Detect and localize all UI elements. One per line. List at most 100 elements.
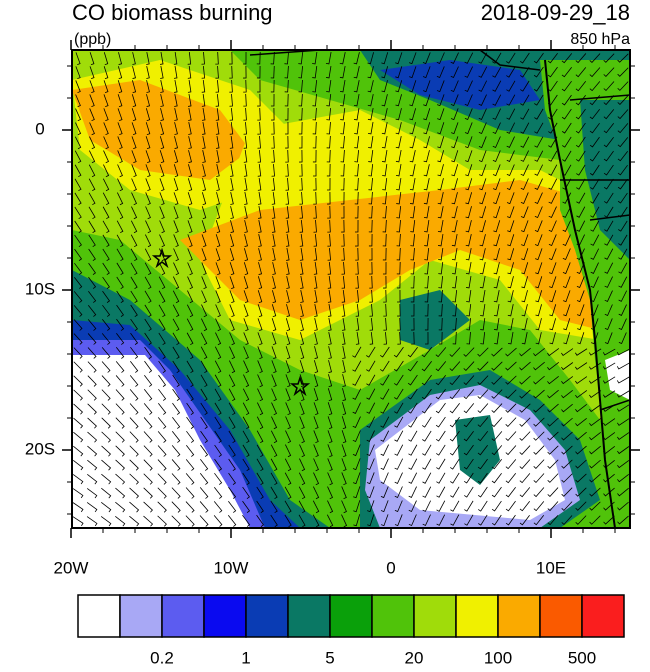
wind-barb bbox=[354, 108, 360, 121]
wind-barb bbox=[521, 248, 529, 261]
wind-barb bbox=[341, 233, 345, 247]
wind-barb bbox=[491, 375, 503, 385]
wind-barb bbox=[576, 192, 586, 204]
wind-barb bbox=[561, 515, 573, 526]
wind-barb bbox=[492, 108, 501, 120]
wind-barb bbox=[159, 178, 165, 192]
wind-barb bbox=[298, 107, 303, 121]
wind-barb bbox=[519, 347, 531, 357]
wind-barb bbox=[464, 486, 474, 498]
wind-barb bbox=[466, 290, 472, 303]
wind-barb bbox=[355, 275, 359, 289]
wind-barb bbox=[74, 206, 82, 220]
wind-barb bbox=[116, 332, 125, 345]
wind-barb bbox=[285, 374, 291, 388]
wind-barb bbox=[313, 360, 319, 373]
wind-barb bbox=[158, 388, 167, 401]
wind-barb bbox=[228, 472, 237, 485]
wind-barb bbox=[589, 67, 601, 78]
wind-barb bbox=[479, 248, 486, 261]
wind-barb bbox=[157, 501, 167, 513]
wind-barb bbox=[244, 178, 248, 191]
wind-barb bbox=[186, 445, 195, 457]
wind-barb bbox=[591, 332, 599, 345]
wind-barb bbox=[186, 360, 194, 374]
wind-barb bbox=[603, 404, 616, 412]
wind-barb bbox=[479, 206, 487, 219]
wind-barb bbox=[341, 514, 348, 528]
wind-barb bbox=[477, 417, 489, 428]
wind-barb bbox=[425, 331, 429, 345]
wind-barb bbox=[533, 375, 545, 385]
wind-barb bbox=[451, 122, 459, 135]
wind-barb bbox=[145, 136, 151, 150]
wind-barb bbox=[548, 192, 557, 204]
wind-barb bbox=[451, 164, 459, 177]
wind-barb bbox=[464, 122, 473, 135]
wind-barb bbox=[100, 516, 112, 527]
wind-barb bbox=[341, 247, 345, 261]
level: 850 hPa bbox=[570, 31, 630, 48]
wind-barb bbox=[201, 234, 207, 248]
wind-barb bbox=[588, 362, 602, 370]
wind-barb bbox=[300, 304, 304, 317]
axes: 0 10S 20S 20W 10W 0 10E bbox=[25, 40, 640, 577]
wind-barb bbox=[534, 220, 543, 233]
wind-barb bbox=[519, 514, 530, 526]
wind-barb bbox=[353, 80, 360, 93]
wind-barb bbox=[561, 403, 573, 413]
wind-barb bbox=[88, 262, 97, 275]
wind-barb bbox=[87, 473, 98, 485]
wind-barb bbox=[271, 402, 278, 416]
wind-barb bbox=[479, 178, 487, 191]
wind-barb bbox=[411, 331, 415, 345]
wind-barb bbox=[327, 290, 332, 303]
wind-barb bbox=[548, 220, 557, 233]
wind-barb bbox=[352, 472, 361, 485]
wind-barb bbox=[284, 65, 289, 79]
wind-barb bbox=[421, 374, 432, 386]
wind-barb bbox=[285, 177, 289, 191]
wind-barb bbox=[271, 332, 277, 346]
wind-barb bbox=[342, 346, 346, 359]
wind-barb bbox=[200, 346, 208, 360]
wind-barb bbox=[116, 304, 125, 317]
wind-barb bbox=[452, 303, 457, 317]
wind-barb bbox=[73, 460, 84, 471]
wind-barb bbox=[535, 304, 542, 317]
wind-barb bbox=[520, 192, 529, 205]
wind-barb bbox=[272, 290, 277, 303]
wind-barb bbox=[505, 473, 517, 484]
wind-barb bbox=[561, 473, 573, 483]
wind-barb bbox=[602, 390, 616, 398]
wind-barb bbox=[382, 150, 388, 163]
wind-barb bbox=[158, 332, 166, 346]
wind-barb bbox=[604, 220, 614, 232]
wind-barb bbox=[491, 417, 503, 428]
colorbar-label: 0.2 bbox=[150, 648, 174, 667]
colorbar-box bbox=[161, 594, 205, 638]
wind-barb bbox=[115, 431, 125, 443]
wind-barb bbox=[87, 389, 97, 401]
wind-barb bbox=[216, 164, 220, 177]
wind-barb bbox=[86, 488, 98, 499]
wind-barb bbox=[158, 346, 166, 359]
colorbar-box bbox=[329, 594, 373, 638]
wind-barb bbox=[533, 515, 545, 526]
wind-barb bbox=[173, 192, 179, 206]
wind-barb bbox=[410, 275, 415, 289]
wind-barb bbox=[479, 276, 486, 289]
wind-barb bbox=[313, 458, 319, 472]
wind-barb bbox=[562, 248, 571, 261]
wind-barb bbox=[185, 459, 195, 471]
wind-barb bbox=[199, 515, 209, 527]
wind-barb bbox=[450, 486, 460, 498]
wind-barb bbox=[438, 303, 443, 317]
wind-barb bbox=[202, 178, 207, 191]
wind-barb bbox=[86, 502, 98, 513]
wind-barb bbox=[328, 346, 332, 359]
wind-barb bbox=[437, 108, 445, 121]
wind-barb bbox=[132, 66, 136, 79]
wind-barb bbox=[575, 431, 587, 441]
wind-barb bbox=[173, 52, 178, 65]
